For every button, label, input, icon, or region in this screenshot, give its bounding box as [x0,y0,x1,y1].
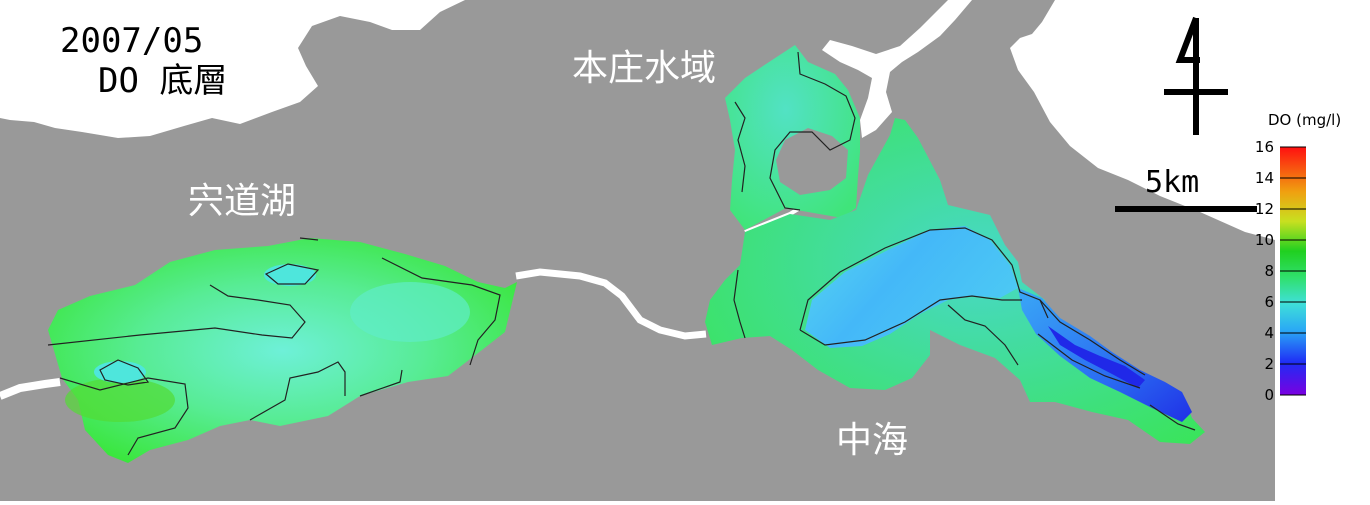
title-parameter: DO 底層 [98,61,227,101]
colorbar-tick-label: 14 [1255,169,1274,187]
lake-nakaumi [705,118,1205,444]
colorbar-legend: DO (mg/l) 16 14 12 10 8 6 4 2 0 [1255,111,1341,404]
scale-bar-label: 5km [1145,165,1199,200]
river-west [0,378,61,400]
label-honjo: 本庄水域 [572,48,716,89]
colorbar-title: DO (mg/l) [1268,111,1341,129]
ohashi-river [515,268,707,340]
lake-shinji [47,237,517,463]
colorbar-tick-label: 2 [1264,355,1274,373]
colorbar-tick-label: 6 [1264,293,1274,311]
sea-area-northeast [1010,0,1275,240]
colorbar-tick-label: 8 [1264,262,1274,280]
colorbar-tick-label: 10 [1255,231,1274,249]
label-nakaumi: 中海 [836,420,908,461]
north-arrow-icon [1164,16,1228,135]
sea-area-northwest [0,0,465,138]
title-date: 2007/05 [60,21,203,61]
honjo-area [725,45,860,230]
colorbar-tick-label: 0 [1264,386,1274,404]
river-channel-north [822,0,972,138]
colorbar-tick-label: 12 [1255,200,1274,218]
colorbar-tick-label: 4 [1264,324,1274,342]
scale-bar [1115,206,1257,212]
colorbar-tick-label: 16 [1255,138,1274,156]
label-shinji: 宍道湖 [188,181,296,222]
